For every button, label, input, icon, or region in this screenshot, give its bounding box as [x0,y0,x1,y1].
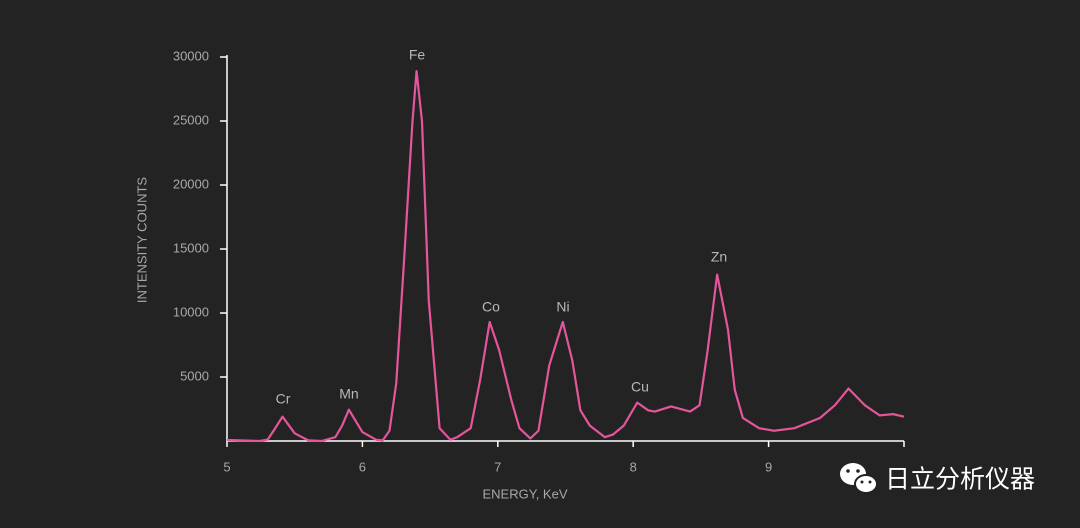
peak-label: Co [482,299,500,315]
watermark: 日立分析仪器 [885,466,1035,494]
x-axis-label: ENERGY, KeV [482,486,567,501]
watermark-icon [840,463,878,494]
y-tick-label: 10000 [173,304,209,319]
x-tick-label: 6 [359,459,366,474]
peak-label: Mn [339,386,358,402]
peak-label: Cu [631,379,649,395]
y-tick-label: 15000 [173,240,209,255]
x-tick-label: 5 [223,459,230,474]
peak-label: Fe [409,47,426,63]
peak-label: Cr [276,391,291,407]
peak-label: Ni [556,299,569,315]
x-tick-label: 9 [765,459,772,474]
peak-label: Zn [711,249,727,265]
y-axis-label: INTENSITY COUNTS [134,177,149,303]
x-tick-label: 8 [630,459,637,474]
y-tick-label: 30000 [173,48,209,63]
x-tick-label: 7 [494,459,501,474]
y-tick-label: 20000 [173,176,209,191]
y-tick-label: 5000 [180,368,209,383]
y-tick-label: 25000 [173,112,209,127]
spectrum-line [226,69,905,443]
